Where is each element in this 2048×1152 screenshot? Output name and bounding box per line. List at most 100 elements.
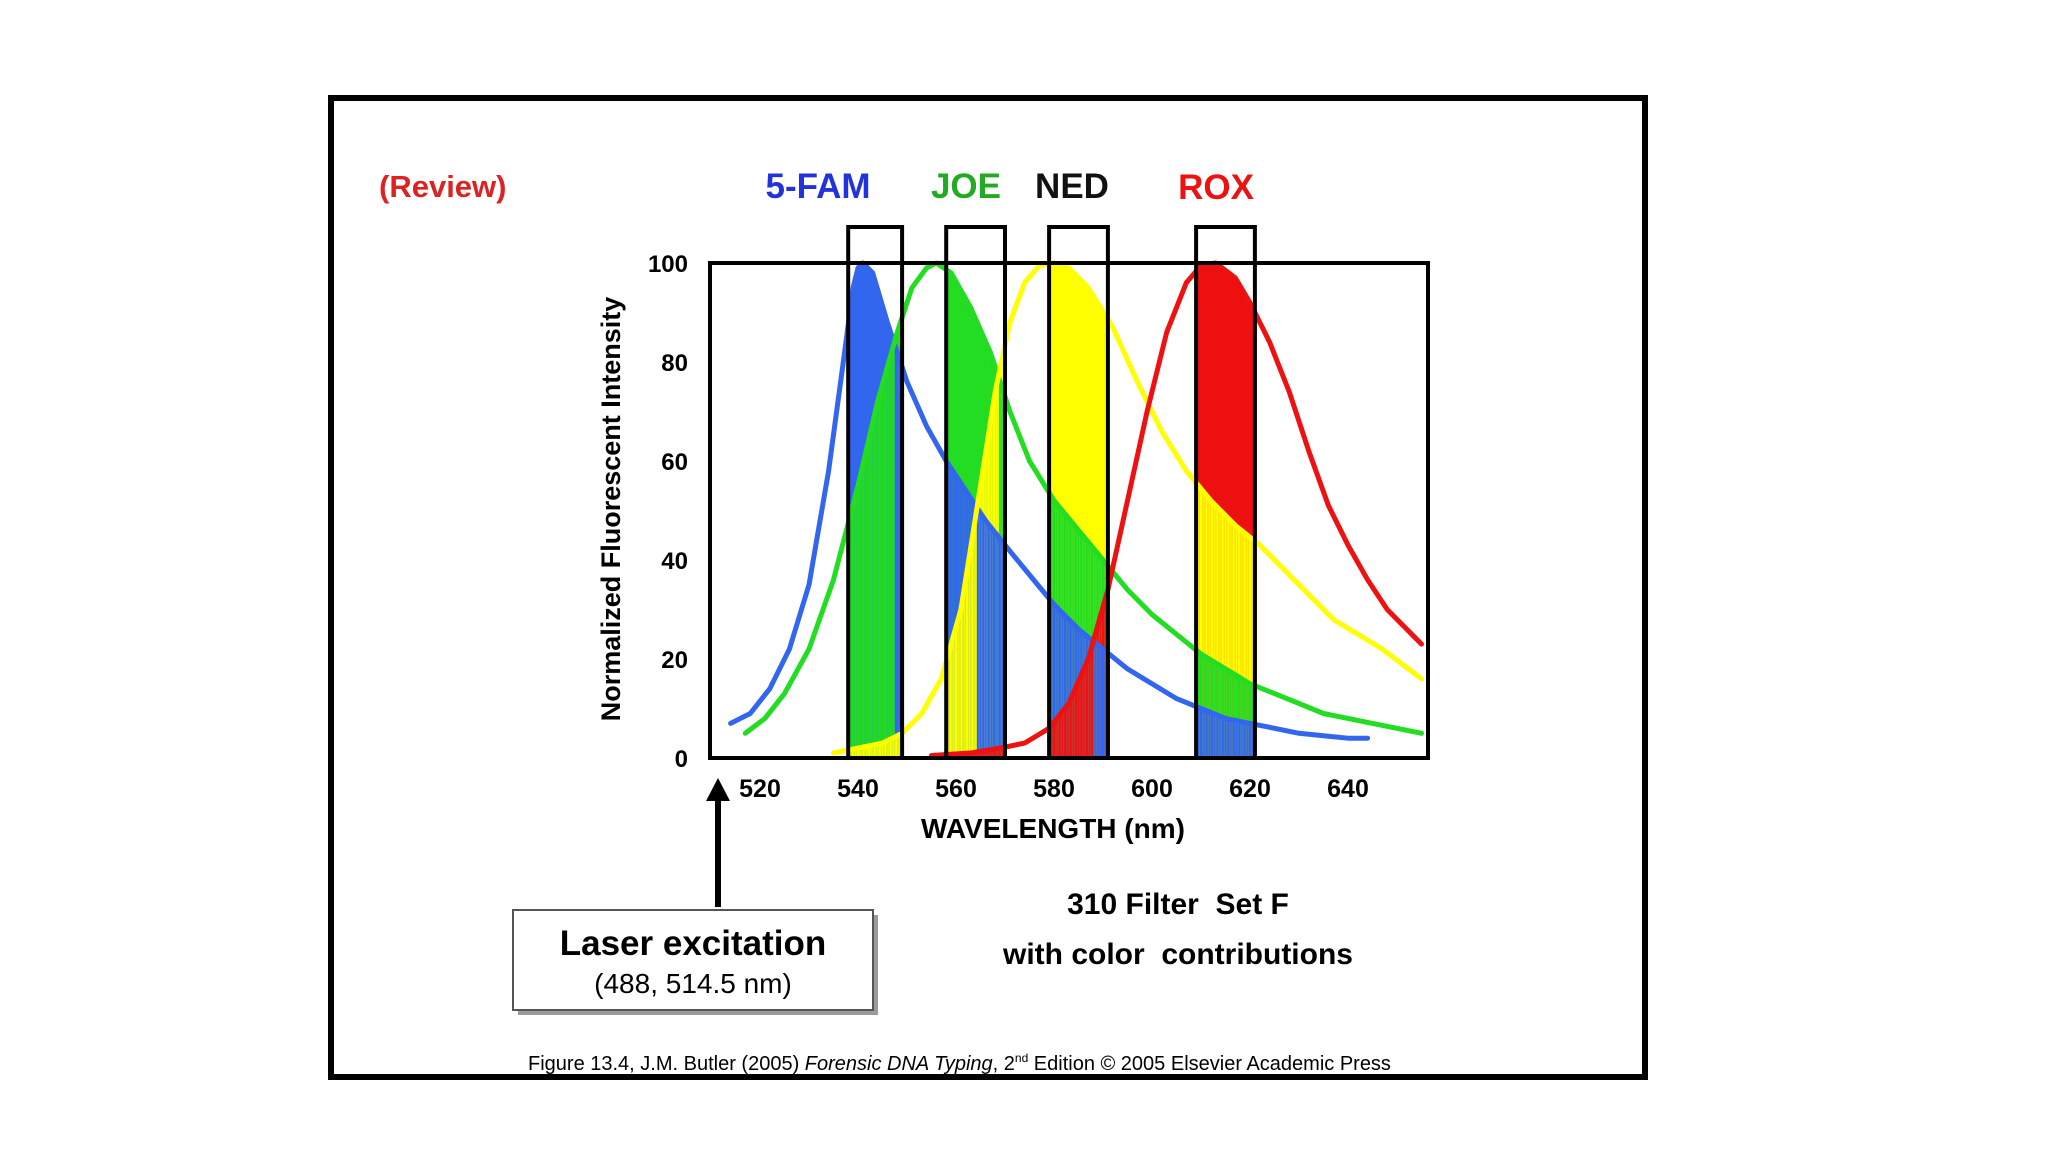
contribution-5-fam-band bbox=[849, 516, 852, 758]
contribution-ned-band bbox=[1080, 280, 1083, 758]
contribution-rox-band bbox=[1248, 723, 1251, 758]
contribution-ned-band bbox=[1054, 721, 1056, 758]
contribution-5-fam-band bbox=[897, 735, 900, 758]
contribution-ned-band bbox=[1067, 704, 1070, 758]
contribution-5-fam-band bbox=[894, 736, 897, 758]
contribution-rox-band bbox=[1212, 502, 1214, 758]
contribution-joe-band bbox=[986, 750, 989, 758]
contribution-ned-band bbox=[1094, 298, 1097, 758]
contribution-ned-band bbox=[1076, 275, 1078, 758]
contribution-rox-band bbox=[1214, 504, 1217, 758]
contribution-joe-band bbox=[986, 522, 989, 758]
contribution-rox-band bbox=[1240, 721, 1243, 758]
contribution-ned-band bbox=[1104, 650, 1107, 758]
contribution-5-fam-band bbox=[886, 740, 888, 758]
contribution-5-fam-band bbox=[872, 745, 875, 758]
contribution-5-fam-band bbox=[887, 740, 890, 758]
contribution-rox-band bbox=[1237, 676, 1240, 758]
contribution-rox-band bbox=[1246, 681, 1249, 758]
contribution-rox-band bbox=[1236, 280, 1239, 758]
contribution-5-fam-band bbox=[883, 742, 886, 758]
contribution-joe-band bbox=[1000, 747, 1002, 758]
contribution-ned-band bbox=[1074, 688, 1077, 758]
contribution-5-fam-band bbox=[872, 420, 875, 758]
contribution-5-fam-band bbox=[853, 748, 855, 758]
contribution-rox-band bbox=[1223, 513, 1225, 758]
dye-label-joe: JOE bbox=[931, 167, 1001, 206]
contribution-rox-band bbox=[1204, 710, 1207, 758]
contribution-rox-band bbox=[1229, 671, 1231, 758]
contribution-ned-band bbox=[1096, 644, 1099, 758]
contribution-joe-band bbox=[963, 590, 966, 758]
contribution-rox-band bbox=[1210, 501, 1213, 758]
contribution-joe-band bbox=[1001, 747, 1004, 758]
contribution-joe-band bbox=[993, 749, 996, 758]
contribution-5-fam-band bbox=[873, 744, 876, 758]
contribution-rox-band bbox=[1224, 668, 1227, 758]
contribution-rox-band bbox=[1210, 712, 1213, 758]
contribution-joe-band bbox=[997, 748, 1000, 758]
contribution-rox-band bbox=[1232, 523, 1235, 758]
contribution-joe-band bbox=[975, 512, 978, 758]
contribution-ned-band bbox=[1072, 272, 1075, 758]
contribution-5-fam-band bbox=[876, 404, 879, 758]
contribution-ned-band bbox=[1067, 618, 1070, 758]
contribution-joe-band bbox=[954, 628, 957, 758]
contribution-rox-band bbox=[1231, 719, 1234, 758]
contribution-ned-band bbox=[1101, 648, 1104, 758]
contribution-ned-band bbox=[1057, 716, 1060, 758]
contribution-rox-band bbox=[1247, 299, 1250, 758]
contribution-rox-band bbox=[1207, 658, 1209, 758]
contribution-rox-band bbox=[1245, 533, 1247, 758]
contribution-joe-band bbox=[973, 752, 975, 758]
contribution-5-fam-band bbox=[888, 360, 891, 758]
contribution-5-fam-band bbox=[869, 435, 871, 758]
contribution-rox-band bbox=[1234, 720, 1236, 758]
contribution-rox-band bbox=[1237, 720, 1240, 758]
laser-title: Laser excitation bbox=[560, 924, 827, 963]
contribution-rox-band bbox=[1242, 679, 1245, 758]
contribution-5-fam-band bbox=[883, 377, 886, 758]
contribution-rox-band bbox=[1242, 291, 1245, 758]
contribution-ned-band bbox=[1087, 660, 1089, 758]
contribution-5-fam-band bbox=[892, 347, 895, 758]
contribution-joe-band bbox=[960, 605, 963, 758]
contribution-joe-band bbox=[969, 551, 972, 758]
contribution-rox-band bbox=[1245, 722, 1247, 758]
dye-label-5-fam: 5-FAM bbox=[766, 167, 871, 206]
contribution-rox-band bbox=[1215, 663, 1218, 758]
y-axis-title: Normalized Fluorescent Intensity bbox=[596, 297, 626, 722]
contribution-rox-band bbox=[1203, 709, 1206, 758]
contribution-rox-band bbox=[1213, 713, 1216, 758]
contribution-rox-band bbox=[1241, 289, 1244, 758]
filter-set-caption: 310 Filter Set F bbox=[1067, 888, 1289, 921]
contribution-5-fam-band bbox=[860, 472, 863, 758]
contribution-rox-band bbox=[1214, 714, 1217, 758]
contribution-rox-band bbox=[1230, 672, 1233, 758]
contribution-rox-band bbox=[1241, 678, 1244, 758]
contribution-joe-band bbox=[995, 748, 998, 758]
contribution-rox-band bbox=[1248, 301, 1251, 758]
contribution-rox-band bbox=[1246, 534, 1249, 758]
contribution-5-fam-band bbox=[878, 395, 881, 758]
laser-wavelengths: (488, 514.5 nm) bbox=[594, 968, 792, 999]
contribution-5-fam-band bbox=[884, 373, 887, 758]
contribution-5-fam-band bbox=[880, 743, 882, 758]
contribution-joe-band bbox=[980, 751, 983, 758]
contribution-ned-band bbox=[1050, 725, 1053, 758]
contribution-ned-band bbox=[1050, 600, 1053, 758]
contribution-joe-band bbox=[982, 750, 985, 758]
contribution-ned-band bbox=[1052, 722, 1055, 758]
contribution-rox-band bbox=[1251, 684, 1254, 758]
contribution-5-fam-band bbox=[894, 346, 897, 758]
contribution-ned-band bbox=[1054, 605, 1056, 758]
contribution-joe-band bbox=[951, 469, 953, 758]
contribution-ned-band bbox=[1096, 302, 1099, 758]
contribution-rox-band bbox=[1221, 512, 1224, 758]
contribution-joe-band bbox=[981, 515, 984, 758]
contribution-rox-band bbox=[1247, 722, 1250, 758]
contribution-5-fam-band bbox=[895, 350, 898, 758]
contribution-ned-band bbox=[1080, 674, 1083, 758]
contribution-rox-band bbox=[1230, 521, 1233, 758]
contribution-5-fam-band bbox=[870, 745, 873, 758]
